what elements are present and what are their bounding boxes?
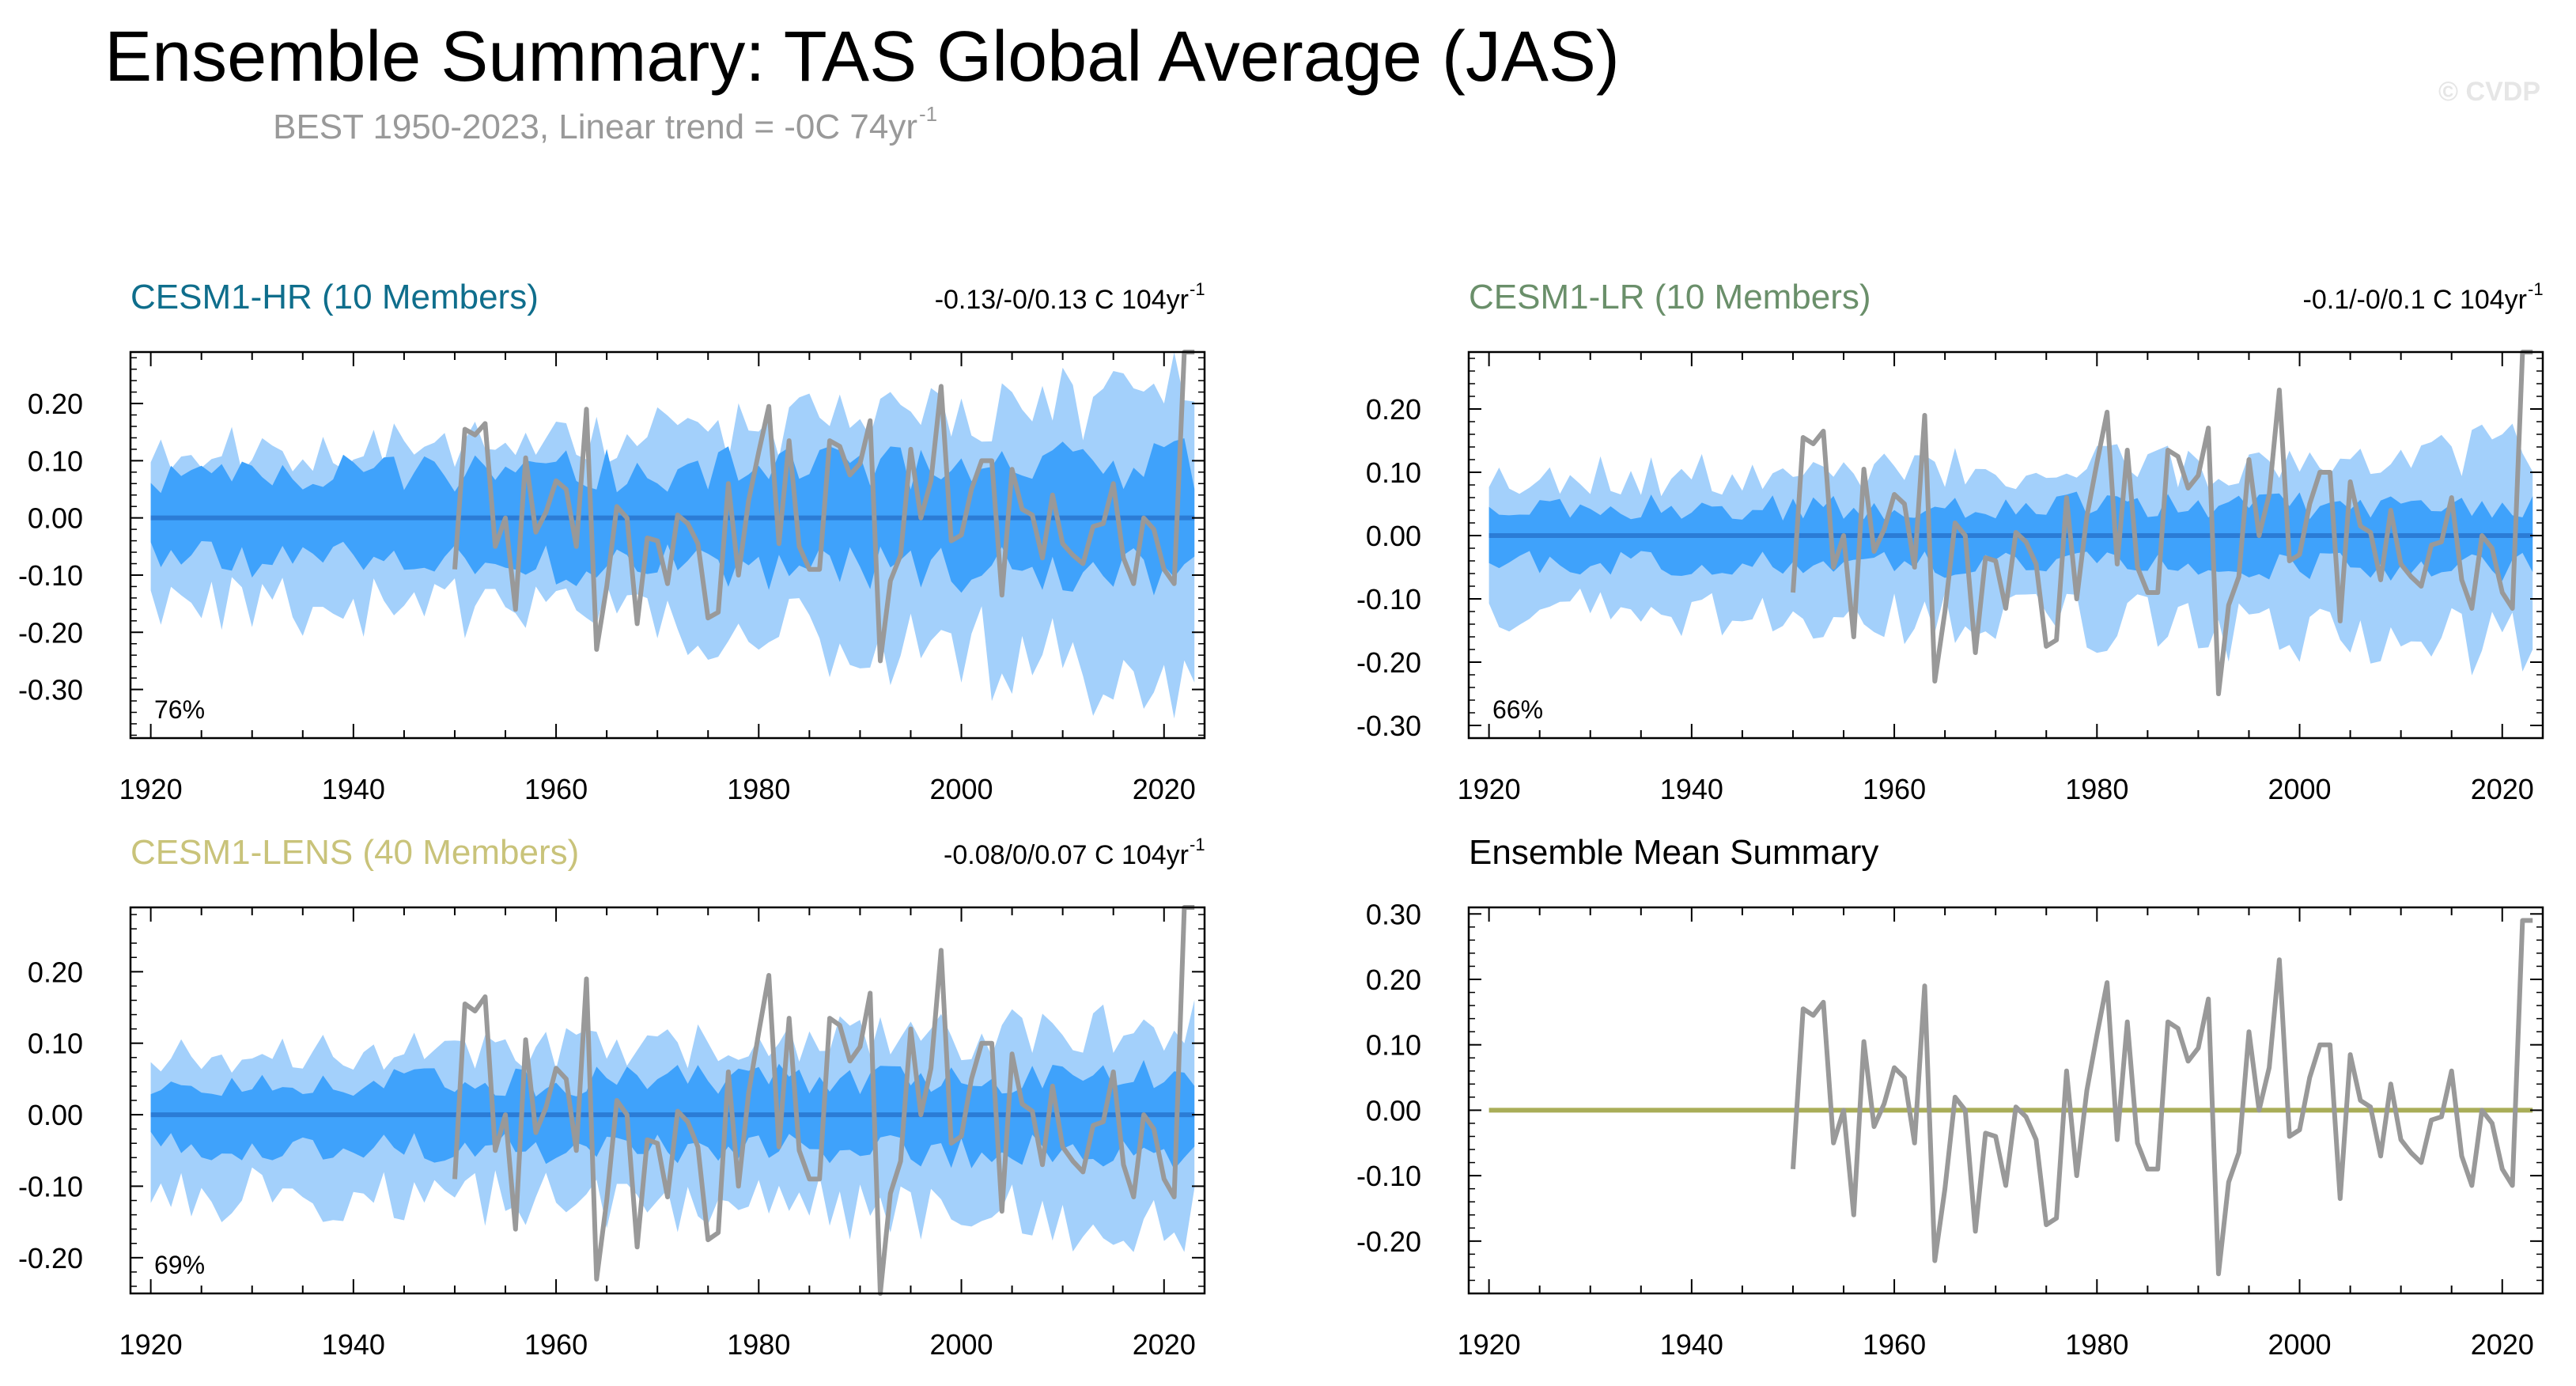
percent-label: 76%	[154, 695, 205, 724]
y-tick-label: -0.10	[18, 559, 83, 592]
x-tick-label: 2000	[2268, 1328, 2331, 1361]
x-tick-label: 1920	[119, 773, 183, 805]
trend-label: -0.13/-0/0.13 C 104yr	[935, 285, 1189, 315]
plot-frame	[129, 350, 1206, 740]
panel-ensemble-mean-summary: Ensemble Mean Summary 0.30 0.20 0.10 0.00 -0.…	[1356, 833, 2544, 1361]
y-tick-label: -0.20	[18, 1242, 83, 1274]
y-tick-label: 0.20	[28, 388, 83, 420]
y-tick-label: 0.00	[28, 502, 83, 535]
x-tick-label: 1960	[1863, 1328, 1926, 1361]
plot-frame	[1467, 350, 2544, 740]
y-tick-label: -0.10	[1356, 1160, 1421, 1192]
x-tick-label: 2020	[2471, 773, 2534, 805]
x-tick-label: 1960	[1863, 773, 1926, 805]
percent-label: 66%	[1492, 695, 1543, 724]
trend-label-sup: -1	[1190, 835, 1205, 854]
plot-frame	[1467, 906, 2544, 1295]
y-tick-label: -0.30	[18, 674, 83, 706]
x-tick-label: 1980	[727, 773, 790, 805]
panel-title: Ensemble Mean Summary	[1469, 833, 1878, 872]
y-tick-label: 0.10	[1366, 1029, 1421, 1062]
copyright-watermark: © CVDP	[2438, 77, 2540, 107]
x-tick-label: 2000	[929, 773, 993, 805]
trend-label: -0.1/-0/0.1 C 104yr	[2303, 285, 2527, 315]
percent-label: 69%	[154, 1251, 205, 1279]
y-tick-label: 0.20	[28, 956, 83, 988]
trend-label-sup: -1	[1190, 279, 1205, 299]
y-tick-label: 0.10	[28, 445, 83, 477]
x-tick-label: 2000	[2268, 773, 2331, 805]
panel-cesm1-lens: CESM1-LENS (40 Members) -0.08/0/0.07 C 10…	[18, 833, 1206, 1361]
y-tick-label: -0.30	[1356, 710, 1421, 742]
y-tick-label: -0.20	[1356, 1225, 1421, 1258]
observed-series-line	[1791, 918, 2533, 1277]
y-tick-label: 0.00	[1366, 1094, 1421, 1127]
trend-label: -0.08/0/0.07 C 104yr	[944, 840, 1189, 870]
x-tick-label: 1920	[1458, 1328, 1521, 1361]
y-tick-label: 0.00	[28, 1099, 83, 1131]
y-tick-label: 0.20	[1366, 964, 1421, 996]
panel-cesm1-lr: CESM1-LR (10 Members) -0.1/-0/0.1 C 104yr…	[1356, 278, 2544, 805]
x-tick-label: 1960	[524, 773, 588, 805]
y-tick-label: 0.20	[1366, 393, 1421, 426]
observed-series-line	[452, 905, 1195, 1296]
y-tick-label: -0.10	[18, 1170, 83, 1202]
x-tick-label: 1940	[1660, 1328, 1723, 1361]
panel-title: CESM1-LR (10 Members)	[1469, 278, 1871, 316]
observed-series-line	[452, 350, 1195, 664]
panel-title: CESM1-HR (10 Members)	[131, 278, 539, 316]
x-tick-label: 1980	[2065, 1328, 2128, 1361]
figure-subtitle-sup: -1	[919, 102, 937, 126]
panel-cesm1-hr: CESM1-HR (10 Members) -0.13/-0/0.13 C 104…	[18, 278, 1206, 805]
x-tick-label: 2000	[929, 1328, 993, 1361]
trend-label-sup: -1	[2528, 279, 2544, 299]
y-tick-label: 0.00	[1366, 520, 1421, 552]
y-tick-label: -0.20	[18, 616, 83, 649]
figure-subtitle: BEST 1950-2023, Linear trend = -0C 74yr	[273, 108, 917, 146]
x-tick-label: 1920	[119, 1328, 183, 1361]
y-tick-label: 0.30	[1366, 898, 1421, 930]
figure-title: Ensemble Summary: TAS Global Average (JA…	[104, 17, 1620, 97]
y-tick-label: 0.10	[1366, 456, 1421, 489]
y-tick-label: -0.10	[1356, 583, 1421, 615]
x-tick-label: 1940	[1660, 773, 1723, 805]
x-tick-label: 2020	[1133, 1328, 1196, 1361]
panel-title: CESM1-LENS (40 Members)	[131, 833, 579, 872]
x-tick-label: 1960	[524, 1328, 588, 1361]
y-tick-label: 0.10	[28, 1028, 83, 1060]
x-tick-label: 2020	[2471, 1328, 2534, 1361]
x-tick-label: 1920	[1458, 773, 1521, 805]
observed-series-line	[1791, 350, 2533, 696]
x-tick-label: 2020	[1133, 773, 1196, 805]
x-tick-label: 1980	[2065, 773, 2128, 805]
x-tick-label: 1940	[322, 773, 385, 805]
y-tick-label: -0.20	[1356, 646, 1421, 679]
x-tick-label: 1980	[727, 1328, 790, 1361]
x-tick-label: 1940	[322, 1328, 385, 1361]
